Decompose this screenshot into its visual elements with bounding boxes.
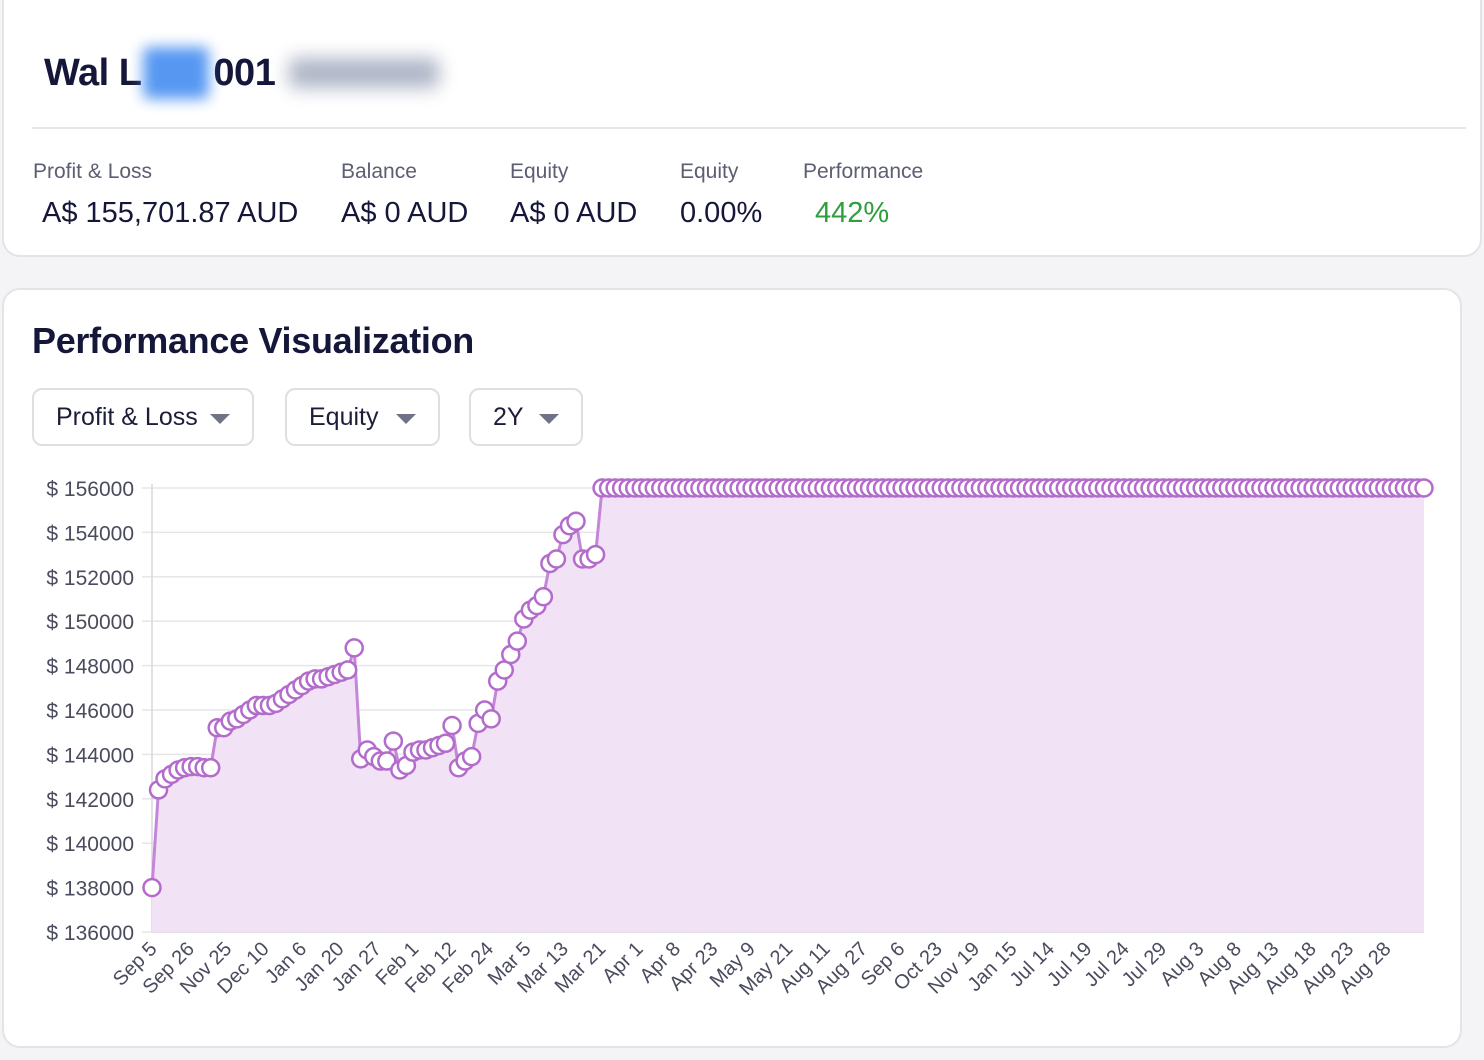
chart-card: Performance Visualization Profit & Loss … [2,288,1462,1048]
data-point [142,877,162,898]
y-tick-label: $ 156000 [46,478,134,501]
caret-down-icon [539,414,559,424]
stat-label: Equity [510,160,569,183]
stat-equity-percent: Equity 0.00% [680,160,762,230]
data-point [1414,478,1434,498]
caret-down-icon [210,414,230,424]
redacted-blur [289,58,440,88]
stat-value: A$ 0 AUD [510,197,638,229]
y-tick-label: $ 136000 [46,922,134,945]
data-point [442,715,462,736]
data-point [507,631,528,651]
dropdown-label: Profit & Loss [56,402,198,431]
data-point [585,544,606,565]
data-point [383,731,404,751]
stat-value: A$ 0 AUD [341,197,469,229]
account-title: Wal L 001 [44,47,440,99]
stat-performance: Performance 442% [803,160,923,230]
y-tick-label: $ 148000 [46,656,134,679]
data-point [435,733,456,754]
metric-dropdown[interactable]: Profit & Loss [32,388,254,446]
account-card: Wal L 001 Profit & Loss A$ 155,701.87 AU… [2,0,1482,257]
y-tick-label: $ 154000 [46,522,134,545]
series-dropdown[interactable]: Equity [285,388,440,446]
stat-profit-loss: Profit & Loss A$ 155,701.87 AUD [33,160,298,230]
data-point [344,638,364,658]
stat-balance: Balance A$ 0 AUD [341,160,468,230]
stat-equity: Equity A$ 0 AUD [510,160,637,230]
y-tick-label: $ 152000 [46,567,134,590]
divider [32,127,1466,129]
stat-label: Profit & Loss [33,160,153,183]
stat-label: Performance [803,160,924,183]
data-point [533,587,554,607]
account-title-prefix: Wal L [44,51,142,94]
range-dropdown[interactable]: 2Y [469,388,583,446]
account-title-suffix: 001 [213,51,276,94]
y-tick-label: $ 142000 [46,789,134,812]
data-point [337,660,358,680]
data-point [377,751,397,771]
x-tick-label: Apr 1 [598,938,647,987]
stat-value: A$ 155,701.87 AUD [42,197,299,229]
caret-down-icon [396,414,416,424]
dropdown-label: Equity [309,402,379,431]
data-point [200,757,221,778]
area-fill [152,488,1424,932]
data-point [546,549,567,569]
stat-value: 0.00% [680,197,763,229]
stat-label: Equity [680,160,739,183]
y-tick-label: $ 146000 [46,700,134,723]
y-tick-label: $ 140000 [46,833,134,856]
stat-value: 442% [815,197,890,229]
redacted-blur [143,47,210,99]
data-point [461,746,482,767]
performance-chart: $ 136000 $ 138000 $ 140000 $ 142000 $ 144000… [46,478,1434,1000]
data-point [566,511,586,532]
y-tick-label: $ 150000 [46,611,134,634]
chart-title: Performance Visualization [32,320,474,361]
dropdown-label: 2Y [493,402,524,431]
stat-label: Balance [341,160,417,183]
data-point [481,709,501,729]
y-tick-label: $ 144000 [46,744,134,767]
y-tick-label: $ 138000 [46,878,134,901]
